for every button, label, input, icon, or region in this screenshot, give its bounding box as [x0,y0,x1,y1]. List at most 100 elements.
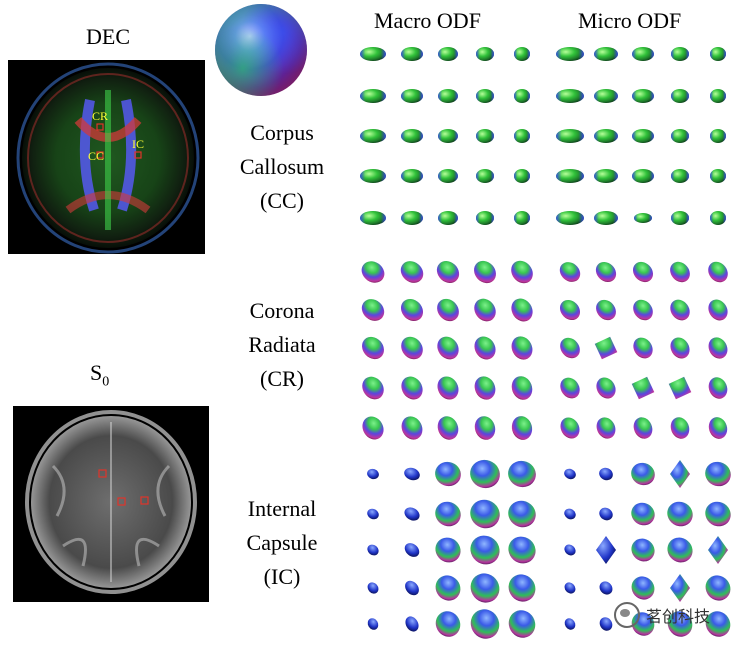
odf-glyph-macro-cc-tint [476,89,494,103]
odf-glyph-micro-ic [705,461,731,487]
odf-glyph-micro-ic [564,618,576,630]
odf-glyph-macro-ic [470,459,500,489]
odf-glyph-micro-cr [670,417,690,439]
odf-glyph-macro-ic [435,611,461,637]
s0-image [13,406,209,602]
odf-glyph-macro-cr [361,261,385,283]
odf-glyph-macro-ic [405,616,419,632]
odf-glyph-micro-cr [708,337,728,359]
odf-glyph-macro-ic [404,467,420,481]
region-line: Callosum [239,154,325,179]
odf-glyph-micro-ic [670,574,690,602]
odf-glyph-macro-cc-tint [438,89,458,103]
odf-glyph-micro-cc-tint [556,169,584,183]
odf-glyph-macro-cr [511,336,533,360]
odf-glyph-macro-cr [437,416,459,440]
odf-glyph-micro-cc-tint [671,89,689,103]
odf-glyph-macro-cr [511,416,533,440]
odf-glyph-micro-cr [633,337,653,359]
odf-glyph-micro-ic [564,582,576,594]
odf-glyph-micro-ic [705,501,731,527]
odf-glyph-micro-cr [708,261,728,283]
odf-glyph-micro-ic [599,507,613,521]
odf-glyph-macro-cr [437,298,459,322]
odf-glyph-micro-ic [631,462,655,486]
odf-glyph-micro-cc-tint [594,89,618,103]
odf-glyph-micro-cr [668,376,692,400]
odf-glyph-macro-cr [401,376,423,400]
odf-glyph-micro-cr [595,262,617,282]
odf-glyph-macro-cr [401,336,423,360]
odf-glyph-macro-cr [437,376,459,400]
odf-glyph-micro-cr [559,299,581,321]
odf-glyph-micro-cr [560,377,580,399]
region-line: Radiata [248,332,316,357]
odf-glyph-macro-cr [511,376,533,400]
odf-glyph-micro-ic [599,581,613,595]
odf-glyph-macro-ic [405,580,419,596]
odf-glyph-macro-cr [474,336,496,360]
region-line: Corona [249,298,315,323]
region-line: Capsule [246,530,318,555]
odf-glyph-micro-cr [670,261,690,283]
odf-glyph-micro-cc-tint [671,129,689,143]
odf-glyph-micro-ic [705,575,731,601]
odf-glyph-micro-cr [560,337,580,359]
s0-title: S0 [90,362,109,389]
odf-glyph-macro-cc-tint [438,211,458,225]
odf-glyph-micro-cc-tint [632,169,654,183]
odf-glyph-micro-cr [670,299,690,321]
odf-glyph-macro-cr [474,376,496,400]
odf-glyph-macro-cc-tint [476,47,494,61]
watermark: 茗创科技 [614,602,710,628]
odf-glyph-macro-cc-tint [514,89,530,103]
odf-glyph-micro-cc-tint [671,211,689,225]
odf-glyph-micro-cc-tint [556,89,584,103]
odf-glyph-micro-cc-tint [594,129,618,143]
odf-glyph-macro-cc-tint [360,89,386,103]
odf-glyph-macro-cc-tint [401,47,423,61]
odf-glyph-macro-cr [362,336,384,360]
odf-glyph-macro-ic [367,582,379,594]
odf-glyph-macro-cc-tint [401,169,423,183]
odf-glyph-macro-cr [362,376,384,400]
odf-glyph-macro-ic [470,535,500,565]
odf-glyph-micro-ic [667,501,693,527]
odf-glyph-macro-cc-tint [476,129,494,143]
odf-glyph-macro-cc-tint [514,47,530,61]
odf-glyph-macro-ic [367,544,379,556]
odf-glyph-micro-ic [631,576,655,600]
odf-glyph-macro-cr [511,260,533,284]
odf-glyph-macro-cc-tint [514,129,530,143]
odf-glyph-macro-cc-tint [360,47,386,61]
odf-glyph-macro-ic [367,468,379,480]
odf-glyph-micro-cc-tint [556,211,584,225]
odf-glyph-macro-ic [470,609,500,639]
odf-glyph-macro-cc-tint [360,211,386,225]
odf-glyph-macro-cc-tint [401,89,423,103]
odf-glyph-micro-ic [631,538,655,562]
region-line: (CR) [260,366,304,391]
odf-glyph-micro-cc-tint [594,211,618,225]
odf-glyph-micro-cr [559,262,581,282]
odf-glyph-micro-ic [667,611,693,637]
odf-glyph-micro-ic [564,508,576,520]
odf-glyph-macro-ic [367,508,379,520]
odf-glyph-macro-ic [470,573,500,603]
odf-glyph-macro-ic [367,618,379,630]
odf-glyph-micro-cr [670,337,690,359]
region-label-ic: Internal Capsule (IC) [222,492,342,594]
odf-glyph-macro-cc-tint [401,211,423,225]
odf-glyph-macro-cc-tint [476,169,494,183]
odf-glyph-macro-cr [474,416,496,440]
s0-base: S [90,360,103,385]
odf-glyph-macro-cc-tint [476,211,494,225]
dec-image: CR CC IC [8,60,205,254]
micro-odf-title: Micro ODF [578,8,682,33]
odf-glyph-macro-ic [508,574,536,602]
odf-glyph-macro-ic [435,575,461,601]
odf-glyph-micro-cc-tint [671,47,689,61]
region-label-cr: Corona Radiata (CR) [222,294,342,396]
odf-glyph-macro-ic [508,610,536,638]
odf-glyph-macro-ic [435,461,461,487]
